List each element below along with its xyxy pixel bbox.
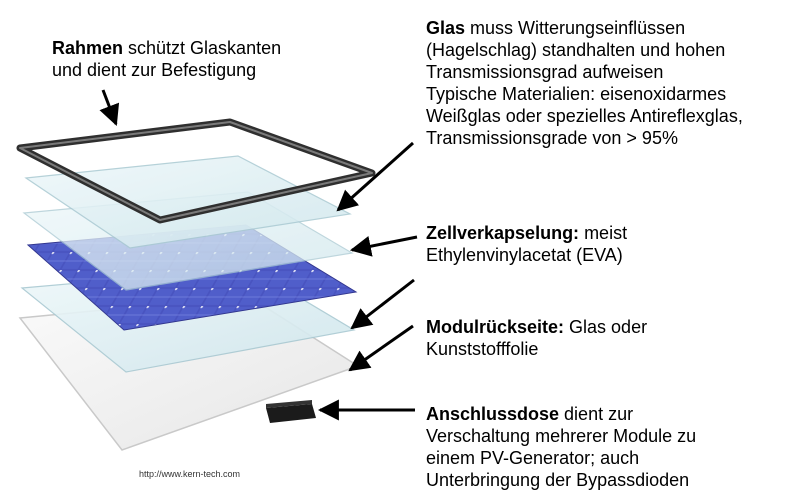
label-zellverkapselung: Zellverkapselung: meist Ethylenvinylacet… xyxy=(426,222,627,266)
label-text: Glas oder xyxy=(564,317,648,337)
label-text: Unterbringung der Bypassdioden xyxy=(426,470,690,490)
label-rahmen: Rahmen schützt Glaskanten und dient zur … xyxy=(52,37,281,81)
label-text: muss Witterungseinflüssen xyxy=(465,18,686,38)
label-text: schützt Glaskanten xyxy=(123,38,282,58)
arrow-icon xyxy=(99,89,120,126)
label-text: und dient zur Befestigung xyxy=(52,60,257,80)
label-text: Kunststofffolie xyxy=(426,339,539,359)
arrow-icon xyxy=(336,141,414,212)
source-credit: http://www.kern-tech.com xyxy=(139,469,241,479)
label-text: Typische Materialien: eisenoxidarmes xyxy=(426,84,727,104)
arrow-icon xyxy=(349,235,418,257)
label-modulrueckseite: Modulrückseite: Glas oder Kunststofffoli… xyxy=(426,316,647,360)
front-glass xyxy=(24,155,352,249)
label-text: Transmissionsgrad aufweisen xyxy=(426,62,664,82)
label-text: (Hagelschlag) standhalten und hohen xyxy=(426,40,726,60)
label-text: meist xyxy=(579,223,628,243)
label-text: Verschaltung mehrerer Module zu xyxy=(426,426,697,446)
label-title: Glas xyxy=(426,18,466,38)
label-title: Zellverkapselung: xyxy=(426,223,580,243)
label-text: Ethylenvinylacetat (EVA) xyxy=(426,245,623,265)
label-text: einem PV-Generator; auch xyxy=(426,448,640,468)
label-text: dient zur xyxy=(559,404,634,424)
label-title: Modulrückseite: xyxy=(426,317,565,337)
label-anschlussdose: Anschlussdose dient zur Verschaltung meh… xyxy=(426,403,696,491)
label-text: Transmissionsgrade von > 95% xyxy=(426,128,678,148)
label-title: Rahmen xyxy=(52,38,124,58)
arrow-icon xyxy=(350,278,415,330)
aluminum-frame xyxy=(16,118,376,224)
label-text: Weißglas oder spezielles Antireflexglas, xyxy=(426,106,743,126)
junction-box-icon xyxy=(266,400,316,423)
label-title: Anschlussdose xyxy=(426,404,560,424)
label-glas: Glas muss Witterungseinflüssen (Hagelsch… xyxy=(426,17,743,149)
arrow-icon xyxy=(348,324,414,372)
